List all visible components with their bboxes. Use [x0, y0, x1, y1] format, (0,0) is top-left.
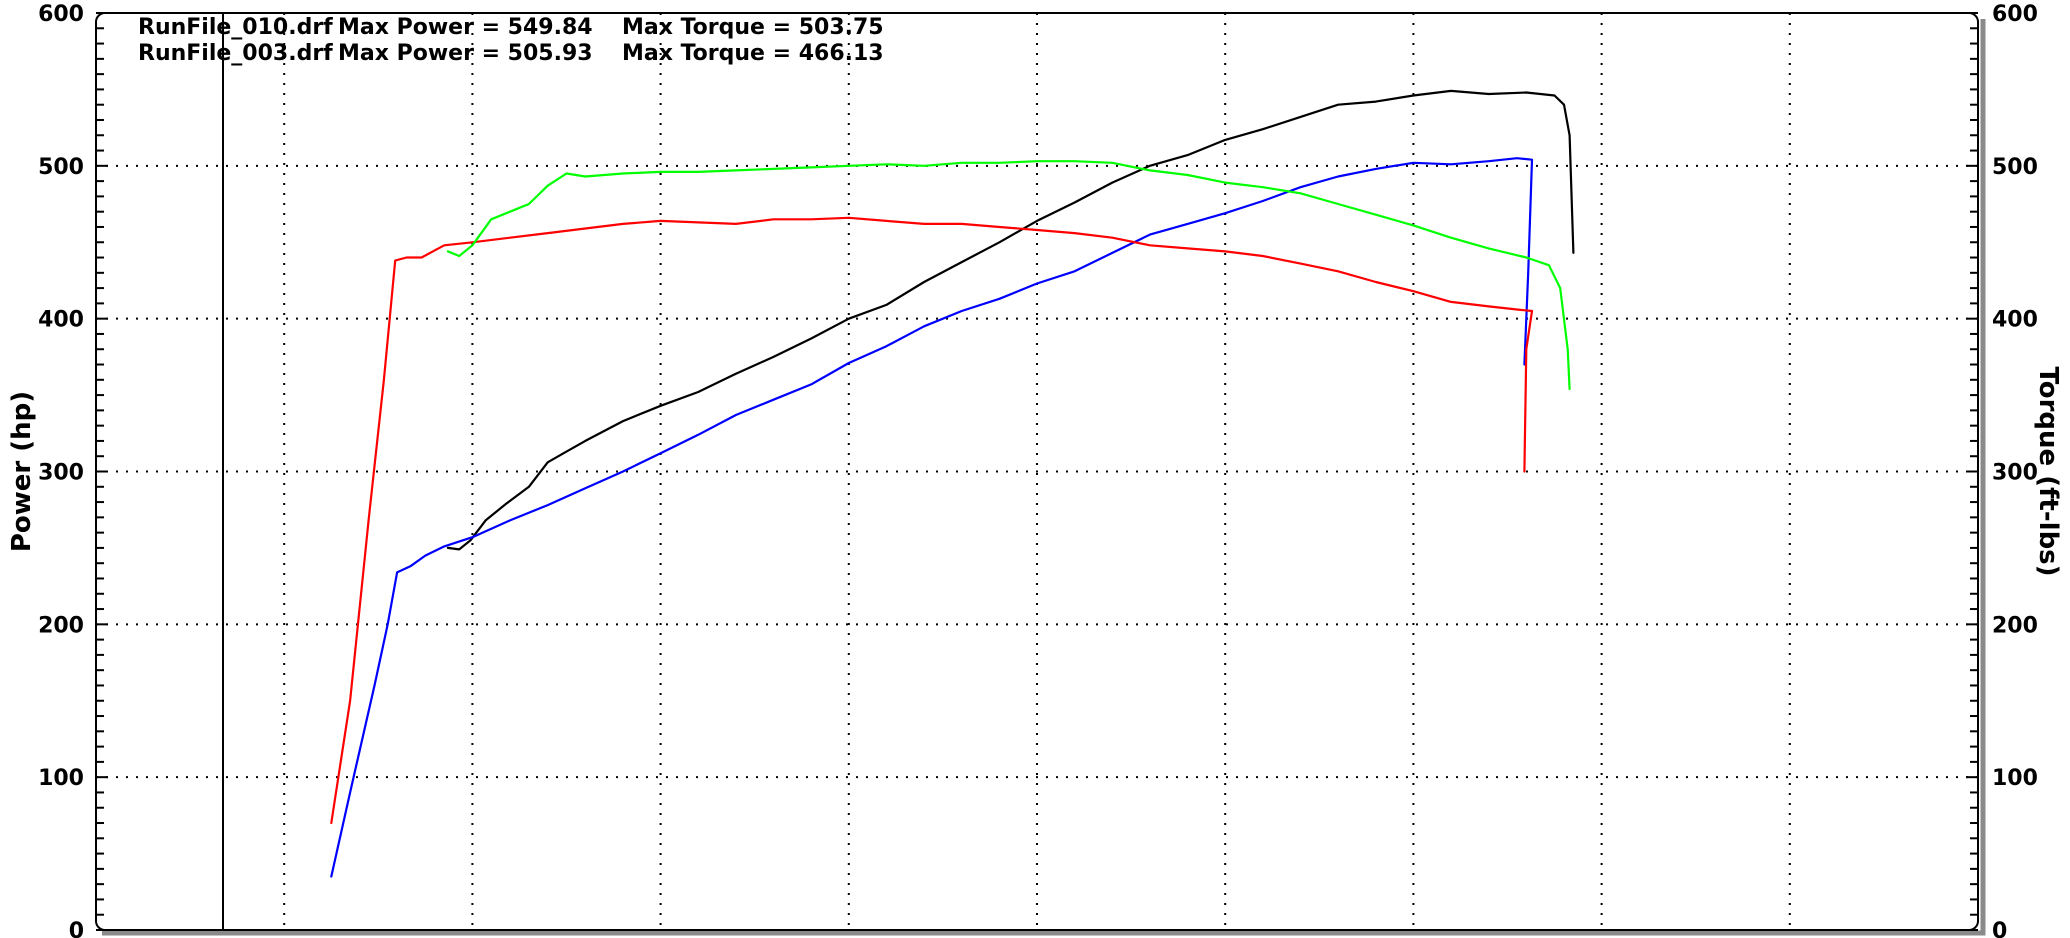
max-torque-text: Max Torque = 503.75 [622, 15, 884, 40]
run-file-name: RunFile_010.drf [138, 15, 333, 40]
plot-frame [95, 12, 1986, 936]
y-tick-label-left: 100 [38, 766, 84, 791]
left-axis-ticks: 0 100 200 300 400 500 600 [38, 2, 108, 938]
max-power-text: Max Power = 505.93 [338, 41, 593, 66]
y-axis-title-left: Power (hp) [7, 391, 37, 552]
y-tick-label-right: 400 [1992, 308, 2038, 333]
y-axis-title-right: Torque (ft-lbs) [2033, 366, 2063, 576]
y-tick-label-left: 300 [38, 461, 84, 486]
grid-lines [96, 13, 1978, 930]
series-line-3 [330, 216, 1534, 825]
y-tick-label-right: 200 [1992, 613, 2038, 638]
series-line-4 [446, 160, 1571, 391]
y-tick-label-right: 100 [1992, 766, 2038, 791]
y-tick-label-right: 0 [1992, 919, 2007, 938]
max-power-text: Max Power = 549.84 [338, 15, 593, 40]
y-tick-label-left: 200 [38, 613, 84, 638]
y-tick-label-right: 600 [1992, 2, 2038, 27]
y-tick-label-left: 400 [38, 308, 84, 333]
y-tick-label-right: 500 [1992, 155, 2038, 180]
y-tick-label-left: 500 [38, 155, 84, 180]
series-line-1 [446, 89, 1575, 551]
series-layer [330, 89, 1575, 878]
run-summary: RunFile_010.drf Max Power = 549.84 Max Tor… [138, 15, 884, 66]
plot-shadow [102, 19, 1986, 936]
run-file-name: RunFile_003.drf [138, 41, 333, 66]
max-torque-text: Max Torque = 466.13 [622, 41, 884, 66]
y-tick-label-left: 600 [38, 2, 84, 27]
right-axis-ticks: 0 100 200 300 400 500 600 [1966, 2, 2038, 938]
series-line-2 [330, 157, 1534, 878]
y-tick-label-right: 300 [1992, 461, 2038, 486]
y-tick-label-left: 0 [69, 919, 84, 938]
